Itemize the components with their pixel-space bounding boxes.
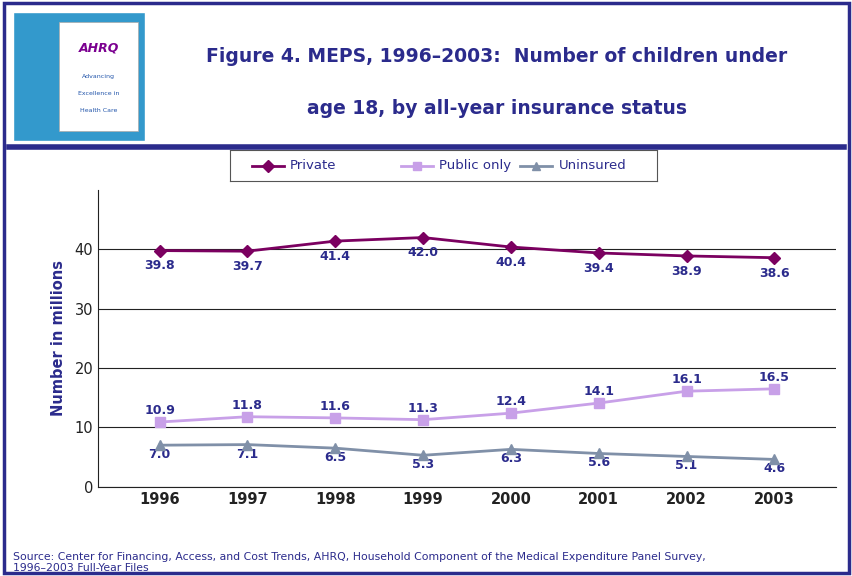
Text: Private: Private: [290, 159, 337, 172]
Text: 10.9: 10.9: [144, 404, 175, 417]
Text: Health Care: Health Care: [80, 108, 118, 112]
Text: 11.3: 11.3: [407, 402, 438, 415]
Text: 39.7: 39.7: [232, 260, 262, 273]
Text: age 18, by all-year insurance status: age 18, by all-year insurance status: [307, 99, 686, 118]
Text: 14.1: 14.1: [583, 385, 613, 399]
Text: Uninsured: Uninsured: [558, 159, 625, 172]
Text: 42.0: 42.0: [407, 247, 438, 259]
Text: 41.4: 41.4: [320, 250, 350, 263]
Text: 6.3: 6.3: [499, 452, 521, 465]
Text: 38.9: 38.9: [671, 265, 701, 278]
Bar: [59, 22, 138, 131]
Text: 7.0: 7.0: [148, 448, 170, 461]
Text: 7.1: 7.1: [236, 448, 258, 461]
Text: 39.4: 39.4: [583, 262, 613, 275]
Text: 38.6: 38.6: [758, 267, 789, 279]
Text: 4.6: 4.6: [763, 463, 785, 475]
Text: 5.6: 5.6: [587, 456, 609, 469]
Text: 16.1: 16.1: [671, 373, 701, 386]
Text: Advancing: Advancing: [82, 74, 115, 79]
Text: 16.5: 16.5: [758, 371, 789, 384]
Text: Source: Center for Financing, Access, and Cost Trends, AHRQ, Household Component: Source: Center for Financing, Access, an…: [13, 552, 705, 573]
Text: 5.1: 5.1: [675, 460, 697, 472]
Text: 39.8: 39.8: [144, 260, 175, 272]
Text: Public only: Public only: [439, 159, 511, 172]
Text: 11.8: 11.8: [232, 399, 262, 412]
Text: Figure 4. MEPS, 1996–2003:  Number of children under: Figure 4. MEPS, 1996–2003: Number of chi…: [206, 47, 786, 66]
Text: Excellence in: Excellence in: [78, 90, 119, 96]
Text: AHRQ: AHRQ: [78, 41, 118, 54]
Bar: [13, 12, 59, 141]
Text: 11.6: 11.6: [320, 400, 350, 413]
Text: 6.5: 6.5: [324, 451, 346, 464]
Text: 40.4: 40.4: [495, 256, 526, 269]
Text: 12.4: 12.4: [495, 395, 526, 408]
Text: 5.3: 5.3: [412, 458, 434, 471]
Y-axis label: Number in millions: Number in millions: [51, 260, 66, 416]
